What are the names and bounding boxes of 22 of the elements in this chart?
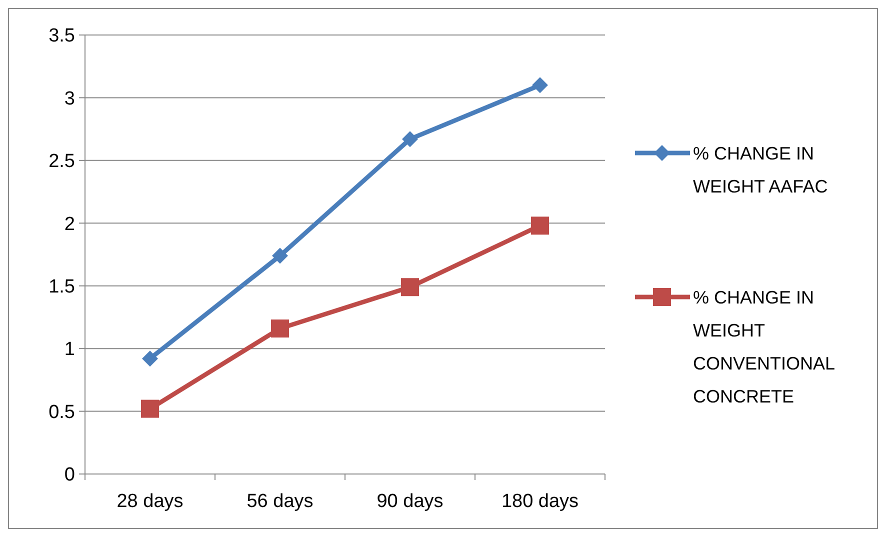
y-tick-label: 0 bbox=[64, 464, 75, 486]
point bbox=[271, 320, 289, 338]
x-tick-label: 180 days bbox=[501, 491, 579, 512]
y-tick-label: 2.5 bbox=[48, 151, 75, 172]
point bbox=[401, 278, 419, 296]
point bbox=[141, 400, 159, 418]
y-tick-label: 2 bbox=[64, 214, 75, 235]
x-tick-label: 28 days bbox=[116, 491, 184, 512]
legend-label: % CHANGE IN WEIGHT AAFAC bbox=[693, 143, 828, 196]
point bbox=[531, 216, 549, 235]
x-tick-label: 56 days bbox=[246, 491, 314, 512]
point bbox=[142, 350, 158, 367]
y-tick-label: 1.5 bbox=[48, 276, 75, 298]
y-tick-label: 1 bbox=[64, 339, 75, 360]
y-tick-label: 0.5 bbox=[48, 402, 75, 423]
x-tick-label: 90 days bbox=[376, 491, 444, 512]
y-tick-label: 3.5 bbox=[48, 26, 75, 47]
legend-label: % CHANGE IN WEIGHT CONVENTIONAL CONCRETE bbox=[693, 287, 836, 406]
point bbox=[272, 248, 288, 264]
point bbox=[532, 77, 548, 94]
y-tick-label: 3 bbox=[64, 88, 75, 110]
point bbox=[402, 131, 418, 148]
